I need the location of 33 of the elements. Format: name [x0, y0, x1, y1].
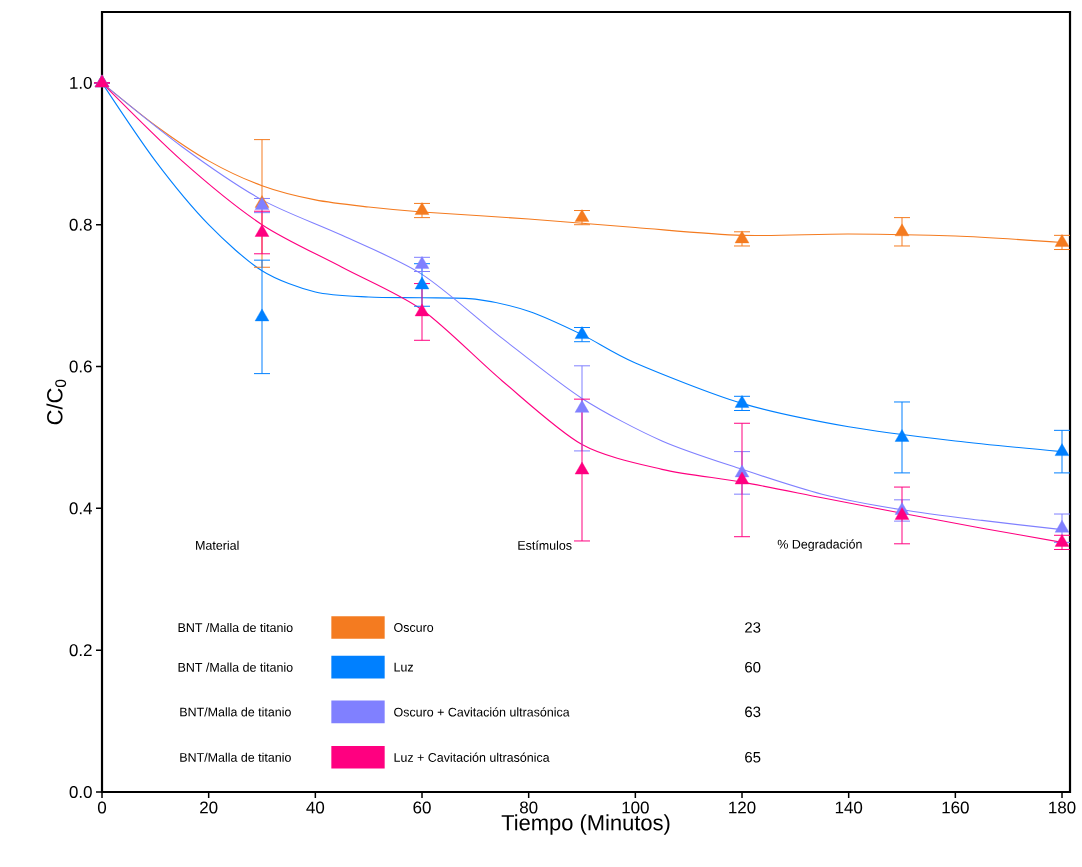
y-tick-label: 1.0	[70, 76, 92, 89]
legend-label: Luz	[394, 662, 413, 672]
annotation: Estímulos	[518, 540, 572, 550]
legend-label: Oscuro	[394, 623, 434, 632]
x-tick-label: 60	[413, 801, 431, 814]
x-tick-label: 20	[200, 801, 218, 814]
annotation: BNT /Malla de titanio	[178, 662, 293, 672]
x-tick-label: 180	[1049, 801, 1076, 814]
annotation: 60	[745, 661, 761, 673]
y-tick-label: 0.8	[69, 218, 92, 231]
y-tick-label: 0.4	[69, 502, 92, 515]
y-tick-label: 0.6	[69, 360, 92, 373]
x-tick-label: 100	[622, 801, 649, 814]
y-axis-title: C/C$_{0}$	[46, 379, 67, 425]
y-tick-label: 0.2	[69, 644, 92, 657]
annotation: 63	[745, 706, 761, 718]
x-tick-label: 80	[519, 801, 538, 814]
legend-label: Oscuro + Cavitación ultrasónica	[394, 707, 570, 717]
x-axis-title: Tiempo (Minutos)	[501, 814, 670, 835]
x-tick-label: 0	[97, 801, 107, 814]
legend-label: Luz + Cavitación ultrasónica	[394, 752, 550, 762]
x-tick-label: 160	[942, 801, 969, 814]
annotation: 23	[745, 622, 761, 633]
annotation: % Degradación	[777, 539, 862, 552]
annotation: BNT/Malla de titanio	[180, 752, 291, 762]
x-tick-label: 40	[306, 801, 325, 814]
annotation: BNT /Malla de titanio	[178, 622, 293, 633]
annotation: 65	[745, 751, 761, 763]
x-tick-label: 120	[729, 801, 756, 814]
y-tick-label: 0.0	[69, 785, 92, 798]
annotation: BNT/Malla de titanio	[180, 707, 291, 717]
x-tick-label: 140	[835, 801, 863, 814]
annotation: Material	[196, 540, 239, 550]
